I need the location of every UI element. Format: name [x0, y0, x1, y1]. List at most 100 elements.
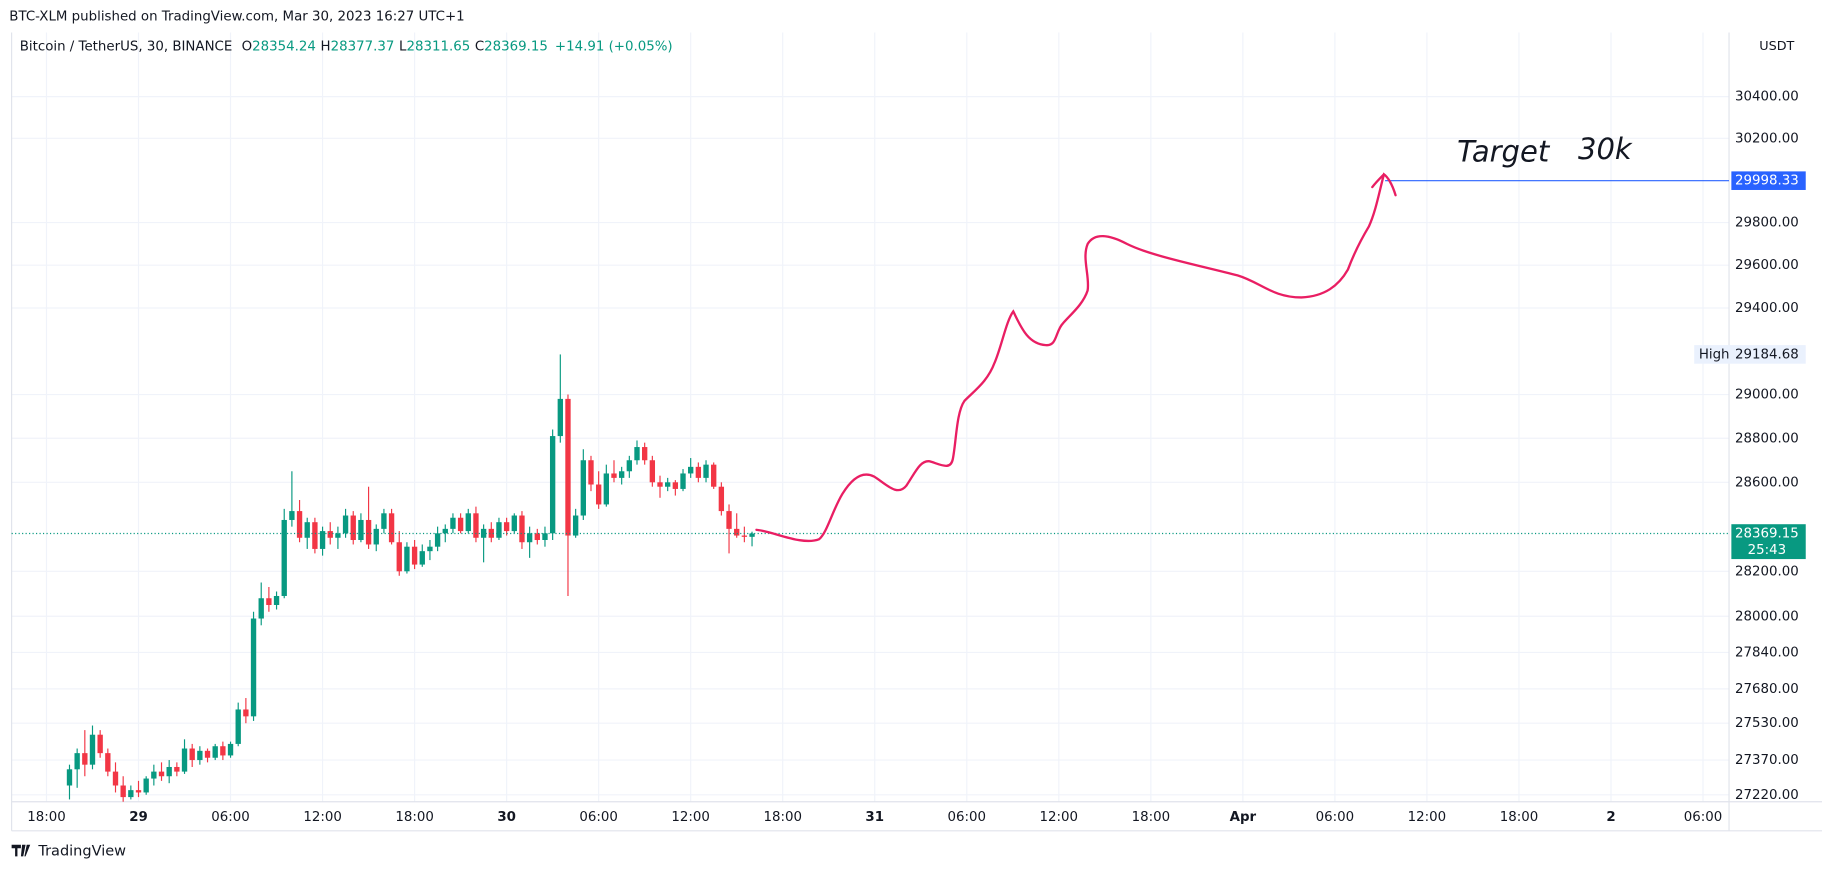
candle-body: [365, 519, 372, 545]
candle-body: [741, 535, 748, 537]
candle-body: [66, 769, 73, 786]
high-tag: High: [1699, 347, 1730, 362]
candle-body: [534, 533, 540, 541]
candle-body: [243, 709, 249, 717]
candle-body: [120, 785, 126, 798]
x-tick-label: 06:00: [1316, 810, 1355, 825]
candle-body: [250, 618, 257, 717]
current-price-label: 28369.15: [1735, 527, 1799, 542]
candle-body: [112, 771, 119, 786]
y-tick-label: 28600.00: [1735, 475, 1799, 490]
candle-body: [450, 517, 456, 529]
y-tick-label: 28800.00: [1735, 431, 1799, 446]
y-tick-label: 29400.00: [1735, 301, 1799, 316]
candle-body: [511, 515, 517, 532]
ohlc-prefix: L: [399, 39, 407, 54]
y-tick-label: 27680.00: [1735, 682, 1799, 697]
candle-body: [503, 522, 510, 532]
annotation: 30k: [1578, 132, 1633, 166]
candle-body: [680, 473, 686, 489]
candle-body: [89, 734, 96, 765]
x-tick-label: 06:00: [1684, 810, 1723, 825]
candle-body: [174, 766, 180, 772]
candle-body: [358, 519, 364, 541]
candle-body: [488, 528, 494, 538]
candle-body: [97, 734, 103, 754]
candle-body: [618, 471, 625, 478]
x-tick-label: 31: [865, 810, 884, 825]
y-tick-label: 27370.00: [1735, 753, 1799, 768]
candle-body: [128, 790, 134, 798]
y-tick-label: 30200.00: [1735, 131, 1799, 146]
candle-body: [388, 513, 395, 543]
candle-body: [235, 709, 241, 744]
candle-body: [143, 778, 149, 793]
candle-body: [749, 533, 755, 537]
candle-body: [457, 517, 464, 532]
candle-body: [595, 484, 602, 505]
y-tick-label: 27840.00: [1735, 645, 1799, 660]
candle-body: [404, 546, 410, 572]
candle-body: [342, 515, 349, 534]
current-price-badge: [1731, 524, 1806, 560]
y-tick-label: 29800.00: [1735, 216, 1799, 231]
x-tick-label: 30: [497, 810, 516, 825]
candle-body: [151, 771, 157, 779]
high-badge: [1694, 345, 1806, 364]
candle-body: [312, 522, 318, 549]
candle-body: [442, 528, 448, 534]
candle-body: [281, 519, 287, 596]
candles: [11, 180, 1730, 802]
candle-body: [649, 460, 656, 483]
x-tick-label: 18:00: [1132, 810, 1171, 825]
x-tick-label: 18:00: [763, 810, 802, 825]
y-tick-label: 29600.00: [1735, 258, 1799, 273]
x-tick-label: 2: [1606, 810, 1615, 825]
candle-body: [496, 522, 502, 538]
x-tick-label: 06:00: [579, 810, 618, 825]
y-tick-label: 28000.00: [1735, 609, 1799, 624]
candle-body: [726, 511, 732, 529]
ohlc-value: 28311.65: [406, 39, 470, 54]
candle-body: [695, 466, 702, 478]
ohlc-value: 28354.24: [252, 39, 316, 54]
candle-body: [634, 447, 640, 461]
change: +14.91 (+0.05%): [555, 39, 673, 54]
candle-body: [296, 511, 303, 538]
candle-body: [204, 750, 211, 758]
candle-body: [189, 748, 195, 761]
currency: USDT: [1759, 39, 1794, 54]
publish-header: BTC-XLM published on TradingView.com, Ma…: [9, 9, 464, 24]
candle-body: [657, 482, 663, 487]
candle-body: [396, 542, 402, 572]
candle-body: [419, 551, 425, 565]
x-tick-label: 12:00: [1408, 810, 1447, 825]
candle-body: [434, 533, 441, 547]
x-tick-label: 18:00: [1500, 810, 1539, 825]
axes: 27220.00 27370.00 27530.00 27680.00 27840.00…: [27, 90, 1806, 825]
candle-body: [212, 746, 218, 758]
candle-body: [350, 515, 356, 541]
ohlc-value: 28377.37: [331, 39, 395, 54]
candle-body: [672, 482, 679, 489]
candle-body: [641, 447, 648, 461]
candle-body: [580, 460, 586, 516]
candle-body: [465, 513, 471, 532]
freehand-drawing: [755, 172, 1397, 543]
candle-body: [304, 522, 310, 538]
high-value: 29184.68: [1735, 347, 1799, 362]
candle-body: [181, 748, 188, 772]
candle-body: [381, 513, 387, 529]
x-tick-label: 12:00: [1040, 810, 1079, 825]
candle-body: [711, 464, 717, 487]
candle-body: [135, 790, 142, 793]
candle-body: [611, 473, 617, 478]
x-tick-label: 06:00: [211, 810, 250, 825]
candle-body: [473, 513, 479, 538]
candle-body: [82, 753, 88, 765]
candle-body: [565, 398, 571, 536]
y-tick-label: 30400.00: [1735, 90, 1799, 105]
candle-body: [718, 486, 725, 512]
brand-name: TradingView: [37, 844, 126, 860]
